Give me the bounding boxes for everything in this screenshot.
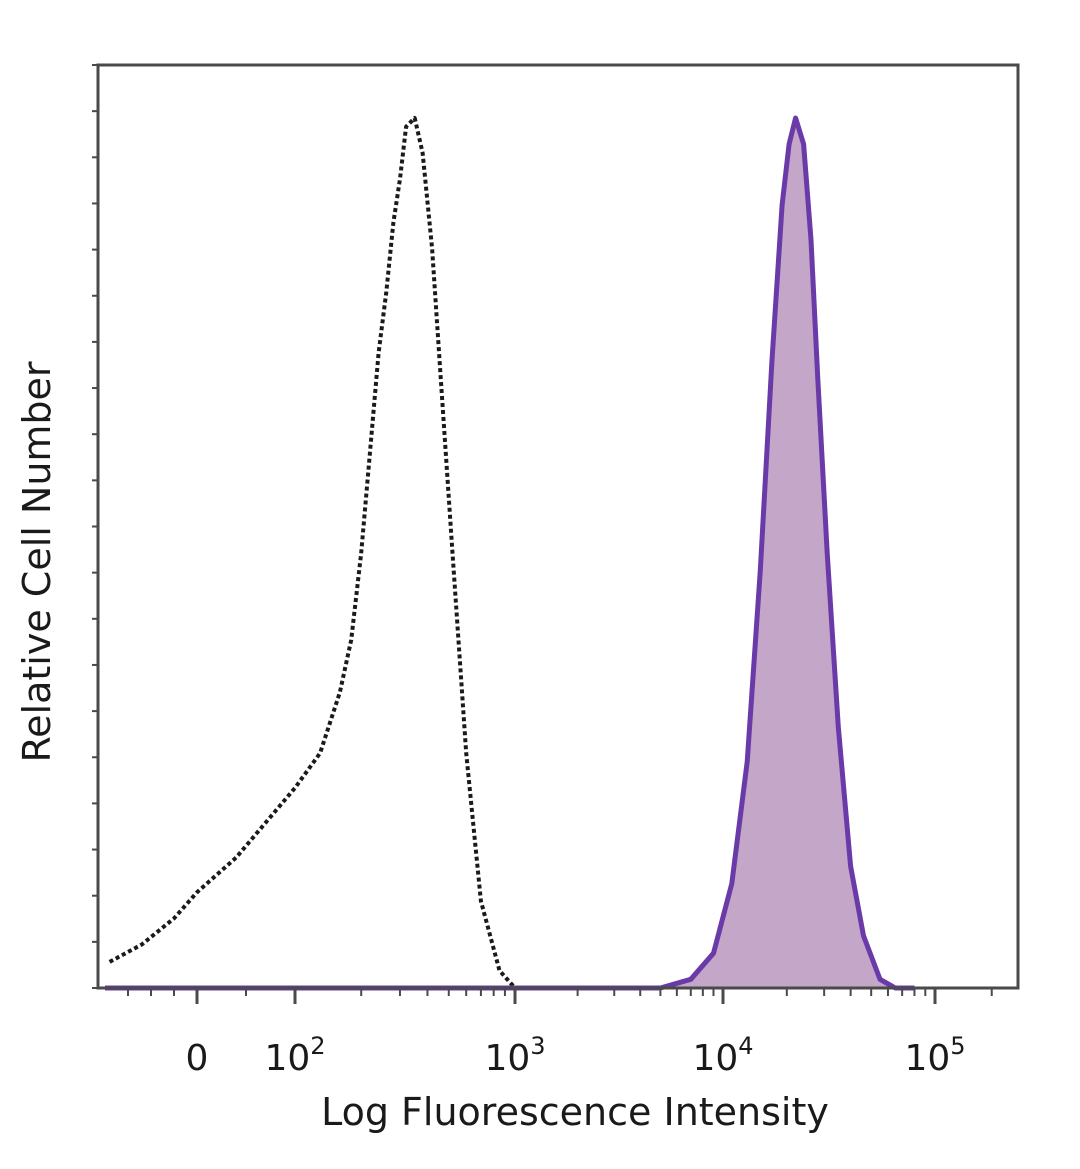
x-tick-label: 102 [264, 1032, 325, 1079]
y-axis-title: Relative Cell Number [15, 361, 59, 762]
filled-histogram-outline [105, 115, 915, 991]
x-axis-title: Log Fluorescence Intensity [321, 1090, 829, 1134]
x-axis-ticks: 0 102 103 104 105 [186, 988, 966, 1079]
filled-histogram-area [105, 118, 915, 988]
x-tick-label: 104 [692, 1032, 753, 1079]
dotted-histogram-outline [108, 116, 532, 990]
x-tick-label: 0 [186, 1038, 209, 1079]
x-tick-label: 103 [484, 1032, 545, 1079]
minor-ticks [92, 64, 993, 996]
series-layer [105, 115, 915, 991]
plot-frame [96, 63, 1020, 990]
x-tick-label: 105 [904, 1032, 965, 1079]
